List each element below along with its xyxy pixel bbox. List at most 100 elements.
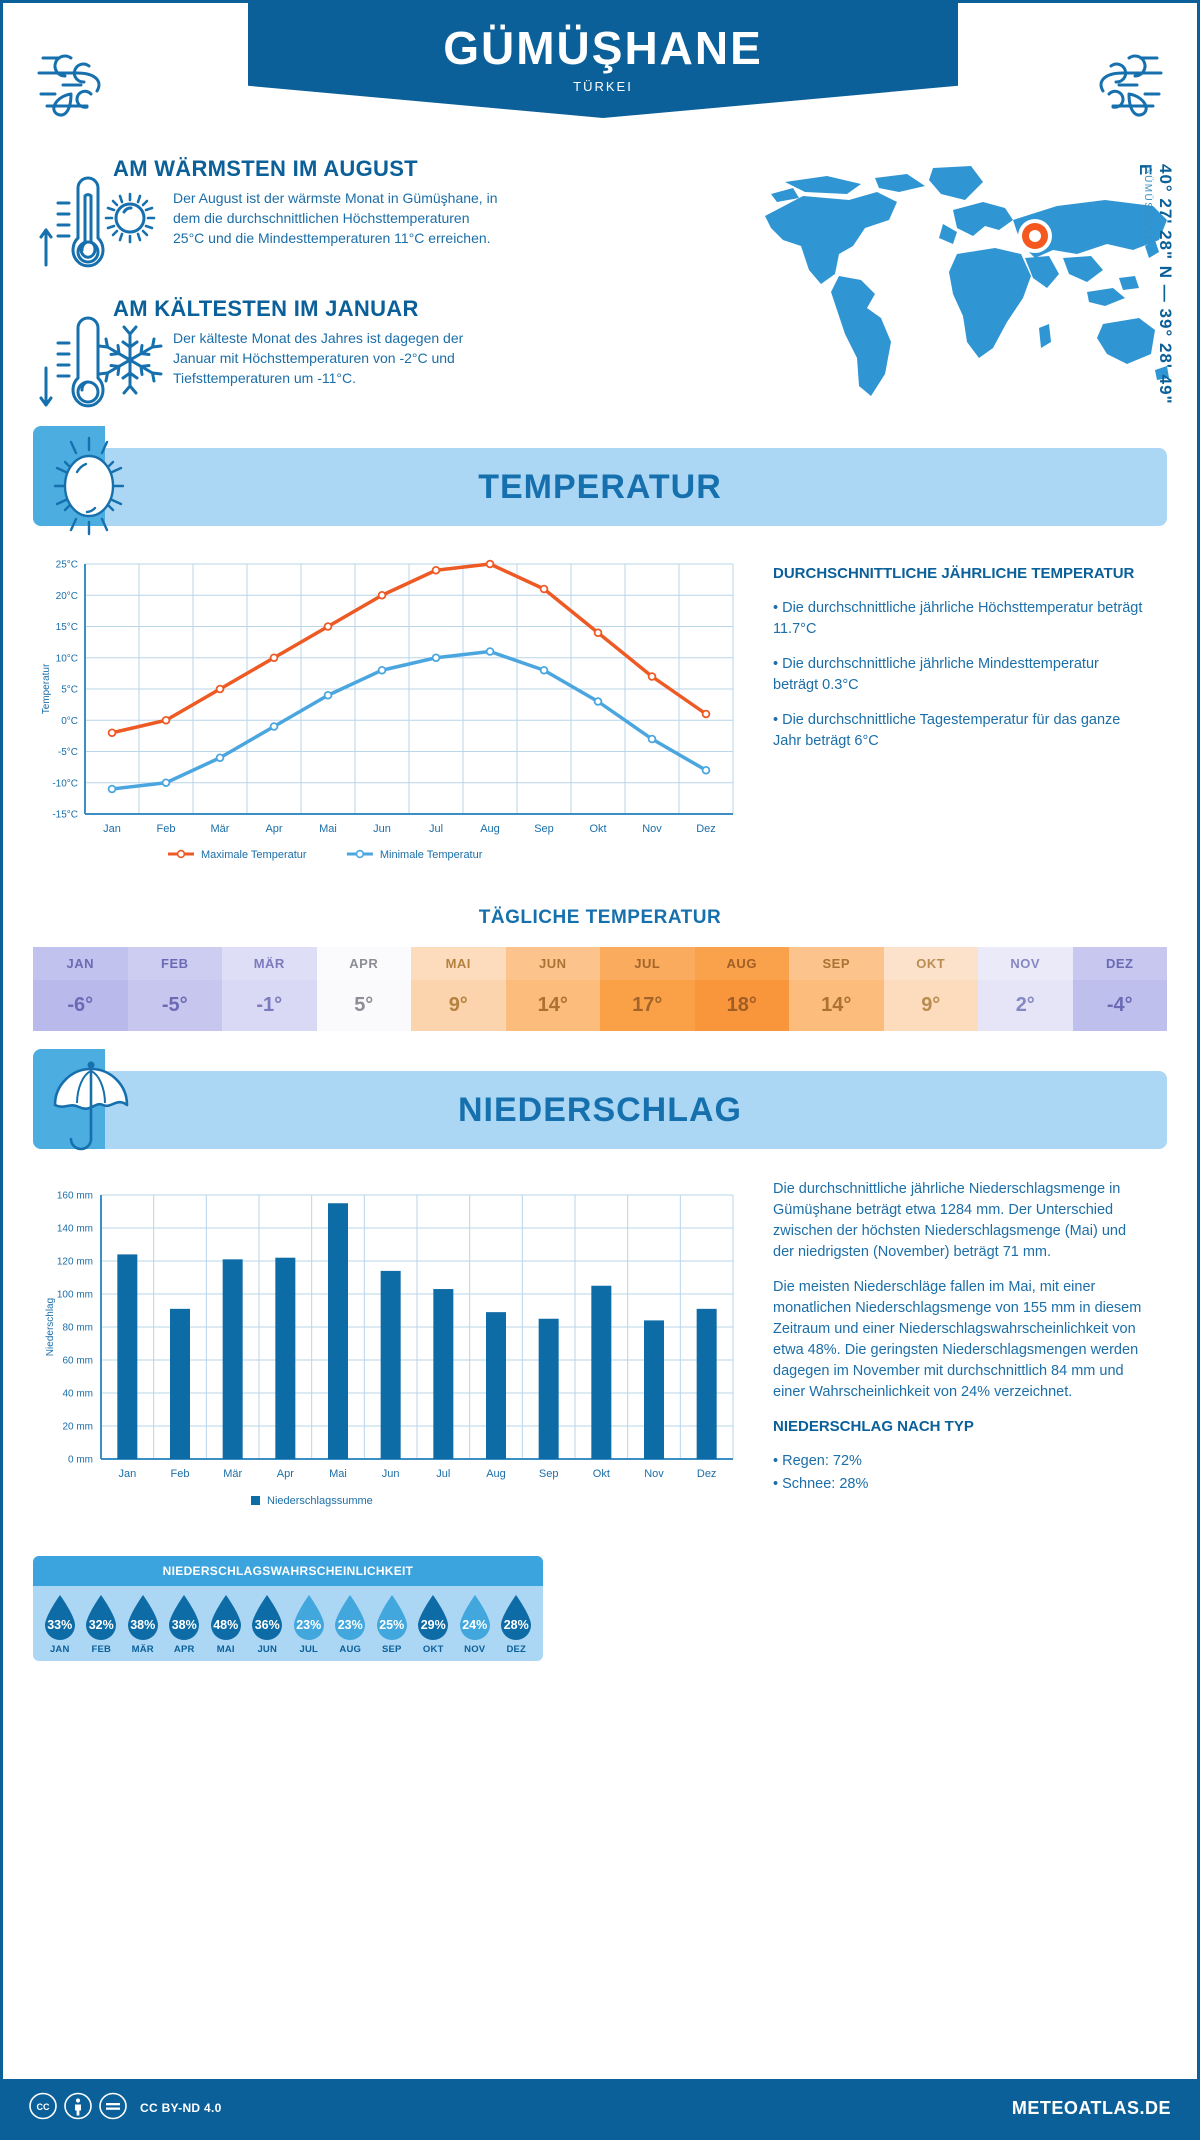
temperature-summary: DURCHSCHNITTLICHE JÄHRLICHE TEMPERATUR •… [753, 546, 1143, 881]
license-group: CC CC BY-ND 4.0 [29, 2092, 222, 2125]
svg-text:Minimale Temperatur: Minimale Temperatur [380, 849, 483, 861]
precip-prob-item: 23% AUG [330, 1594, 372, 1655]
precipitation-type-snow: • Schnee: 28% [773, 1476, 869, 1492]
coldest-month-block: AM KÄLTESTEN IM JANUAR Der kälteste Mona… [38, 296, 528, 408]
precipitation-banner: NIEDERSCHLAG [33, 1049, 1167, 1151]
precip-prob-value: 33% [47, 1618, 73, 1632]
precip-prob-value: 48% [213, 1618, 239, 1632]
daily-temp-column: JUN 14° [505, 947, 600, 1031]
precip-prob-value: 24% [462, 1618, 488, 1632]
daily-temp-value: -6° [33, 980, 128, 1031]
header: GÜMÜŞHANE TÜRKEI [3, 3, 1197, 148]
water-drop-icon [373, 1594, 411, 1642]
svg-text:Mai: Mai [329, 1468, 347, 1480]
daily-temp-column: DEZ -4° [1072, 947, 1167, 1031]
temperature-bullet-3: • Die durchschnittliche Tagestemperatur … [773, 712, 1121, 749]
svg-text:Aug: Aug [486, 1468, 506, 1480]
svg-text:Mär: Mär [211, 823, 230, 835]
water-drop-icon [165, 1594, 203, 1642]
daily-temp-value: 17° [600, 980, 695, 1031]
daily-temp-column: JUL 17° [600, 947, 695, 1031]
svg-text:10°C: 10°C [56, 653, 78, 664]
daily-temp-month: JAN [33, 947, 128, 980]
svg-text:CC: CC [37, 2102, 50, 2112]
precip-prob-item: 32% FEB [81, 1594, 123, 1655]
precip-prob-month: MAI [216, 1644, 235, 1655]
daily-temp-value: 2° [978, 980, 1073, 1031]
by-icon [64, 2092, 92, 2125]
precipitation-paragraph-2: Die meisten Niederschläge fallen im Mai,… [773, 1279, 1142, 1400]
svg-text:15°C: 15°C [56, 622, 78, 633]
precip-prob-value: 25% [379, 1618, 405, 1632]
warmest-month-block: AM WÄRMSTEN IM AUGUST Der August ist der… [38, 156, 528, 268]
water-drop-icon [331, 1594, 369, 1642]
svg-text:Okt: Okt [589, 823, 606, 835]
daily-temp-month: MÄR [222, 947, 317, 980]
precip-prob-item: 24% NOV [454, 1594, 496, 1655]
daily-temp-month: MAI [411, 947, 506, 980]
precip-prob-month: JAN [49, 1644, 70, 1655]
wind-icon-right [1069, 28, 1169, 123]
water-drop-icon [207, 1594, 245, 1642]
world-map: 40° 27' 28" N — 39° 28' 49" E GÜMÜŞHANE [757, 158, 1177, 418]
water-drop-icon [124, 1594, 162, 1642]
precip-prob-month: SEP [381, 1644, 402, 1655]
temperature-chart-row: -15°C -10°C -5°C 0°C 5°C 10°C 15°C 20°C 25°C Temp… [3, 526, 1197, 881]
svg-text:Jan: Jan [118, 1468, 136, 1480]
daily-temp-month: FEB [127, 947, 222, 980]
svg-text:-5°C: -5°C [58, 747, 78, 758]
svg-text:-10°C: -10°C [52, 778, 78, 789]
svg-text:Mär: Mär [223, 1468, 242, 1480]
country-label: TÜRKEI [573, 79, 633, 94]
water-drop-icon [82, 1594, 120, 1642]
water-drop-icon [41, 1594, 79, 1642]
daily-temp-column: APR 5° [316, 947, 411, 1031]
svg-text:-15°C: -15°C [52, 810, 78, 821]
precip-prob-month: DEZ [506, 1644, 527, 1655]
precip-prob-item: 28% DEZ [496, 1594, 538, 1655]
precip-prob-value: 38% [171, 1618, 197, 1632]
precip-prob-item: 23% JUL [288, 1594, 330, 1655]
water-drop-icon [414, 1594, 452, 1642]
precipitation-bar-chart: 0 mm 20 mm 40 mm 60 mm 80 mm 100 mm 120 mm 140 … [33, 1169, 753, 1534]
svg-text:100 mm: 100 mm [57, 1290, 93, 1301]
water-drop-icon [497, 1594, 535, 1642]
svg-text:60 mm: 60 mm [62, 1356, 93, 1367]
daily-temp-month: DEZ [1072, 947, 1167, 980]
precip-prob-item: 38% APR [164, 1594, 206, 1655]
svg-text:Niederschlag: Niederschlag [45, 1298, 56, 1356]
water-drop-icon [248, 1594, 286, 1642]
precip-prob-item: 48% MAI [205, 1594, 247, 1655]
svg-text:140 mm: 140 mm [57, 1224, 93, 1235]
precip-prob-month: APR [173, 1644, 195, 1655]
temperature-banner-title: TEMPERATUR [478, 468, 722, 506]
svg-text:Jun: Jun [373, 823, 391, 835]
svg-text:Jul: Jul [436, 1468, 450, 1480]
daily-temp-month: OKT [883, 947, 978, 980]
warmest-body: Der August ist der wärmste Monat in Gümü… [173, 190, 498, 246]
precip-prob-month: JUL [299, 1644, 319, 1655]
temperature-summary-title: DURCHSCHNITTLICHE JÄHRLICHE TEMPERATUR [773, 565, 1135, 582]
coldest-title: AM KÄLTESTEN IM JANUAR [113, 296, 419, 321]
daily-temp-column: SEP 14° [789, 947, 884, 1031]
thermometer-hot-icon [38, 170, 168, 285]
precip-prob-item: 33% JAN [39, 1594, 81, 1655]
precipitation-type-title: NIEDERSCHLAG NACH TYP [773, 1418, 974, 1435]
precipitation-probability-title: NIEDERSCHLAGSWAHRSCHEINLICHKEIT [33, 1556, 543, 1586]
svg-text:0°C: 0°C [61, 716, 78, 727]
temperature-line-chart: -15°C -10°C -5°C 0°C 5°C 10°C 15°C 20°C 25°C Temp… [33, 546, 753, 881]
precip-prob-item: 36% JUN [247, 1594, 289, 1655]
temperature-bullet-2: • Die durchschnittliche jährliche Mindes… [773, 656, 1099, 693]
svg-text:25°C: 25°C [56, 560, 78, 571]
thermometer-cold-icon [38, 310, 168, 425]
precipitation-chart-row: 0 mm 20 mm 40 mm 60 mm 80 mm 100 mm 120 mm 140 … [3, 1149, 1197, 1534]
temperature-banner: TEMPERATUR [33, 426, 1167, 536]
daily-temperature-title: TÄGLICHE TEMPERATUR [478, 907, 722, 928]
top-info-section: AM WÄRMSTEN IM AUGUST Der August ist der… [3, 148, 1197, 448]
license-label: CC BY-ND 4.0 [140, 2101, 222, 2115]
daily-temp-column: AUG 18° [694, 947, 789, 1031]
svg-text:Dez: Dez [696, 823, 716, 835]
precip-prob-value: 36% [254, 1618, 280, 1632]
svg-text:Sep: Sep [534, 823, 554, 835]
